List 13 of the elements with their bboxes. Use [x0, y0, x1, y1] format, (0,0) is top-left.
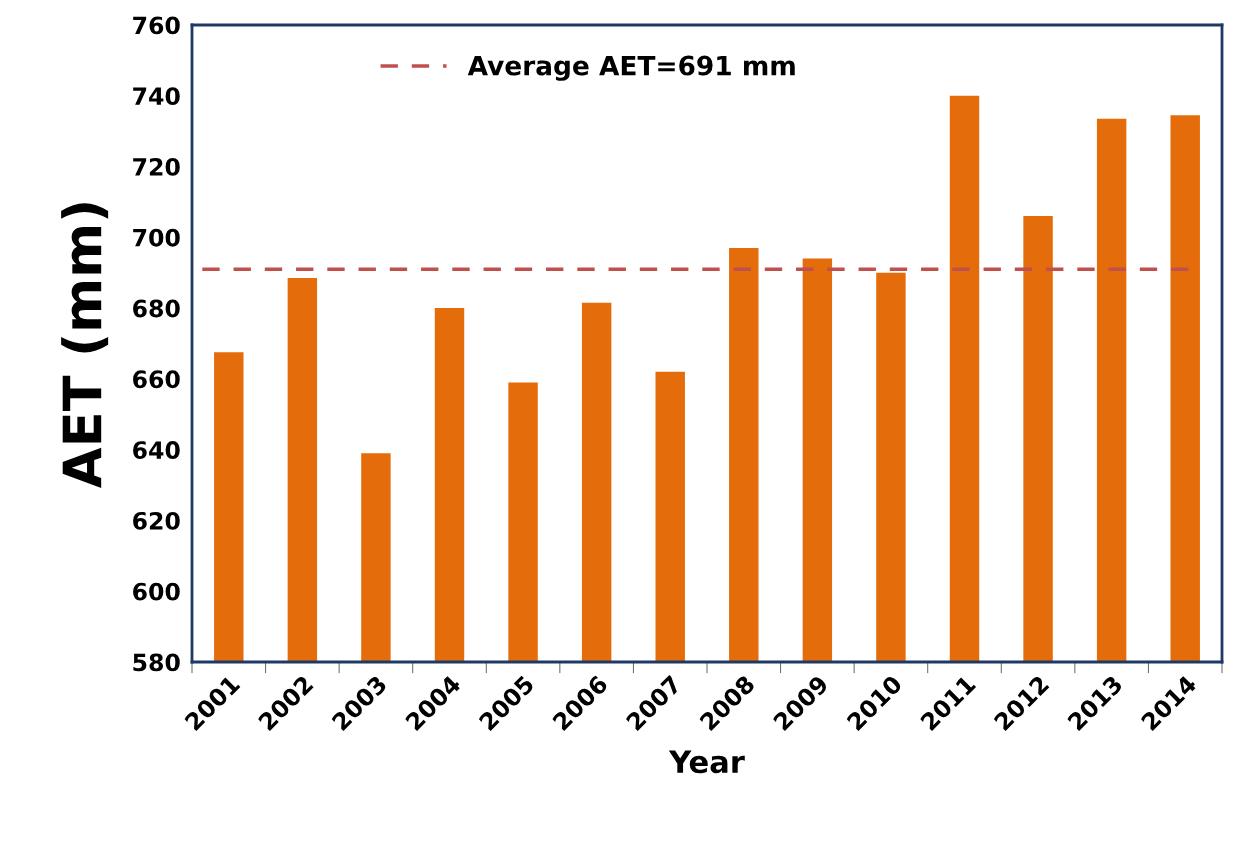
- y-tick-label: 680: [133, 299, 180, 318]
- y-tick-label: 600: [133, 582, 180, 601]
- y-tick-label: 640: [133, 441, 180, 459]
- y-tick-label: 760: [133, 16, 180, 35]
- y-tick-label: 660: [133, 370, 180, 389]
- legend-label: Average AET=691 mm: [467, 55, 795, 81]
- y-tick-label: 580: [133, 653, 180, 672]
- y-tick-label: 620: [133, 511, 180, 530]
- y-tick-label: 720: [133, 158, 180, 176]
- y-tick-label: 700: [133, 228, 180, 247]
- y-tick-label: 740: [133, 87, 180, 106]
- x-axis-title: Year: [668, 750, 745, 774]
- y-axis-title: AET (mm): [61, 203, 109, 488]
